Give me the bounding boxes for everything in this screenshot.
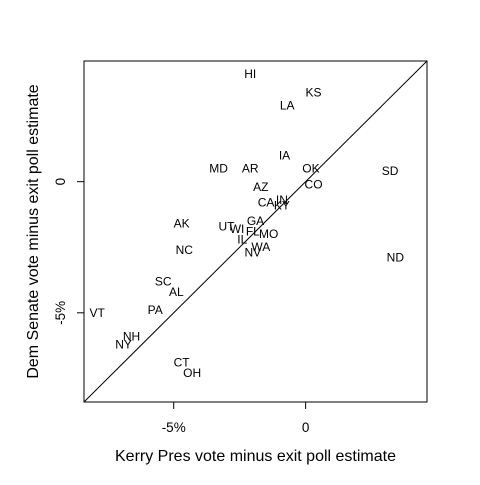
data-point-hi: HI <box>244 67 256 81</box>
y-axis-label: Dem Senate vote minus exit poll estimate <box>25 84 42 378</box>
data-point-nc: NC <box>176 243 194 257</box>
data-point-ia: IA <box>279 148 290 162</box>
data-point-il: IL <box>237 232 247 246</box>
data-point-wa: WA <box>251 240 270 254</box>
data-point-wi: WI <box>230 222 245 236</box>
data-point-ut: UT <box>218 219 235 233</box>
data-point-fl: FL <box>246 225 260 239</box>
data-point-ks: KS <box>306 85 322 99</box>
data-point-md: MD <box>209 162 228 176</box>
data-point-ca: CA <box>258 196 275 210</box>
data-point-ga: GA <box>247 214 264 228</box>
data-point-co: CO <box>305 177 323 191</box>
data-point-ar: AR <box>242 162 259 176</box>
y-axis: -5% 0 <box>53 178 84 325</box>
data-point-oh: OH <box>183 366 201 380</box>
data-point-ak: AK <box>174 217 190 231</box>
y-tick-label: 0 <box>53 178 68 186</box>
data-point-pa: PA <box>148 303 163 317</box>
data-point-ny: NY <box>115 337 132 351</box>
data-point-nd: ND <box>387 251 405 265</box>
x-tick-label: 0 <box>302 420 310 435</box>
data-point-la: LA <box>280 99 295 113</box>
data-point-sd: SD <box>382 164 399 178</box>
data-point-ky: KY <box>274 198 290 212</box>
x-tick-label: -5% <box>162 420 186 435</box>
data-point-nh: NH <box>123 329 140 343</box>
x-axis: -5% 0 <box>162 402 310 435</box>
data-point-sc: SC <box>155 274 172 288</box>
identity-reference-line <box>83 60 428 403</box>
plot-frame <box>83 60 428 403</box>
x-axis-label: Kerry Pres vote minus exit poll estimate <box>115 448 396 465</box>
data-point-al: AL <box>169 285 184 299</box>
data-point-mo: MO <box>259 227 278 241</box>
data-point-vt: VT <box>90 306 106 320</box>
data-point-nv: NV <box>245 245 262 259</box>
data-point-ok: OK <box>302 162 319 176</box>
data-point-ct: CT <box>174 356 191 370</box>
data-point-az: AZ <box>253 180 268 194</box>
data-point-in: IN <box>276 193 288 207</box>
y-tick-label: -5% <box>53 301 68 325</box>
